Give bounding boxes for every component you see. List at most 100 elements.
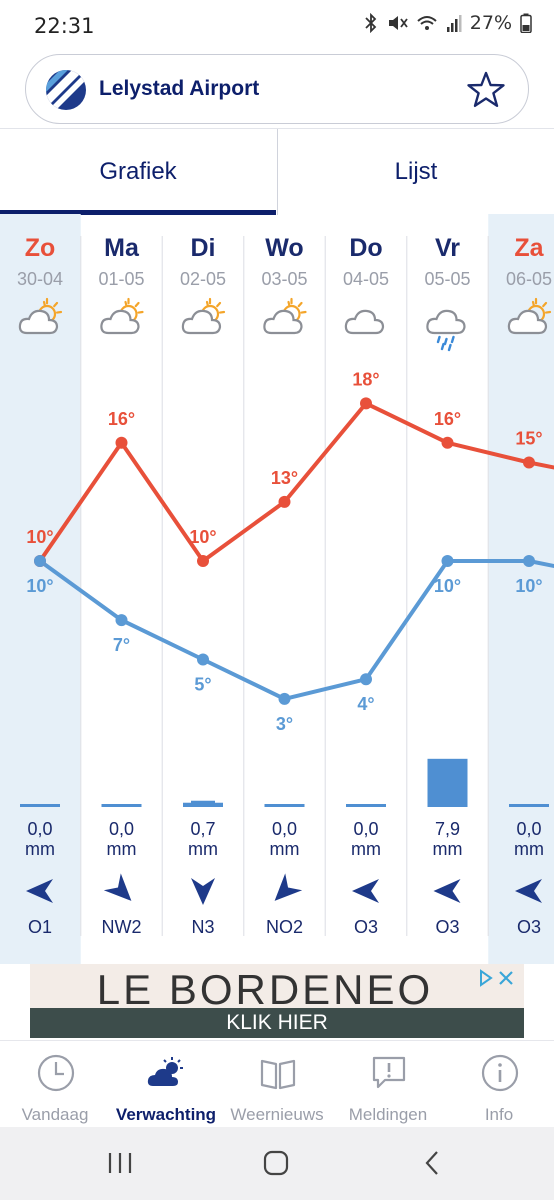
nav-info[interactable]: Info bbox=[444, 1051, 554, 1127]
min-temp-point bbox=[34, 555, 46, 567]
precip-value: 0,0 bbox=[27, 819, 52, 839]
sun-ray bbox=[218, 310, 226, 314]
precip-value: 0,0 bbox=[109, 819, 134, 839]
sun-ray bbox=[300, 310, 307, 314]
day-date: 04-05 bbox=[343, 269, 389, 289]
battery-icon bbox=[520, 13, 532, 33]
min-temp-point bbox=[115, 614, 128, 627]
tab-grafiek-label: Grafiek bbox=[99, 158, 177, 185]
max-temp-point bbox=[278, 495, 291, 508]
bluetooth-icon bbox=[365, 13, 377, 33]
rain-drop bbox=[436, 335, 441, 344]
system-nav-bar bbox=[0, 1127, 554, 1200]
min-temp-line-continuation bbox=[528, 559, 554, 569]
day-column-vr: Vr 05-05 bbox=[424, 234, 471, 352]
day-name: Zo bbox=[25, 234, 56, 262]
nav-weernieuws-label: Weernieuws bbox=[230, 1105, 324, 1124]
home-icon[interactable] bbox=[262, 1149, 290, 1177]
cloud-shape bbox=[100, 309, 140, 335]
back-icon[interactable] bbox=[422, 1149, 442, 1177]
wind-arrow-icon bbox=[274, 873, 303, 901]
precip-value: 7,9 bbox=[435, 819, 460, 839]
min-temp-point bbox=[197, 653, 209, 666]
wind-direction-label: O3 bbox=[354, 917, 378, 937]
min-temp-label: 7° bbox=[113, 635, 130, 655]
day-column-do: Do 04-05 bbox=[343, 234, 389, 335]
max-temp-point bbox=[360, 397, 372, 410]
status-bar: 22:31 27% bbox=[0, 0, 554, 52]
tab-lijst-label: Lijst bbox=[394, 158, 438, 185]
min-temp-label: 10° bbox=[515, 576, 542, 596]
cloud-shape bbox=[507, 309, 548, 335]
nav-meldingen[interactable]: Meldingen bbox=[333, 1051, 443, 1127]
ad-banner[interactable]: LE BORDENEO KLIK HIER bbox=[30, 964, 524, 1038]
clock-icon bbox=[37, 1054, 75, 1092]
rain-drop bbox=[450, 335, 455, 344]
precip-bar bbox=[101, 804, 142, 807]
day-date: 30-04 bbox=[17, 269, 63, 289]
status-time: 22:31 bbox=[34, 14, 95, 38]
weekend-column-bg bbox=[0, 214, 81, 964]
day-name: Di bbox=[191, 234, 216, 262]
tab-lijst[interactable]: Lijst bbox=[277, 129, 554, 215]
rain-drop bbox=[443, 337, 448, 346]
tab-grafiek[interactable]: Grafiek bbox=[0, 129, 276, 215]
cloud-sun-icon bbox=[147, 1057, 183, 1086]
sun-ray bbox=[42, 300, 46, 307]
forecast-svg: Zo 30-04 Ma 01-05 Di 02-05 Wo 03-05 Do 04-05 Vr 05-… bbox=[0, 214, 554, 964]
alert-bubble-icon bbox=[372, 1056, 406, 1089]
status-icons: 27% bbox=[364, 12, 532, 34]
wind-direction-label: NO2 bbox=[266, 917, 303, 937]
nav-verwachting[interactable]: Verwachting bbox=[111, 1051, 221, 1127]
wind-direction-label: O1 bbox=[28, 917, 52, 937]
max-temp-label: 10° bbox=[26, 527, 53, 547]
bottom-nav: Vandaag Verwachting Weernieuws Meldingen… bbox=[0, 1040, 554, 1126]
sun-ray bbox=[544, 310, 552, 314]
precip-bar bbox=[346, 804, 386, 807]
ad-cta-button[interactable]: KLIK HIER bbox=[30, 1008, 524, 1038]
location-bar[interactable]: Lelystad Airport bbox=[25, 54, 529, 124]
location-name: Lelystad Airport bbox=[99, 77, 260, 100]
partly-sunny-icon bbox=[263, 297, 307, 335]
cloud-shape bbox=[344, 309, 385, 335]
precip-unit: mm bbox=[107, 839, 137, 859]
rain-drop bbox=[440, 342, 445, 351]
min-temp-point bbox=[441, 555, 454, 567]
min-temp-point bbox=[360, 673, 372, 686]
signal-icon bbox=[446, 15, 462, 32]
max-temp-label: 16° bbox=[108, 409, 135, 429]
min-temp-label: 10° bbox=[26, 576, 53, 596]
recent-apps-icon[interactable] bbox=[106, 1151, 134, 1175]
max-temp-label: 10° bbox=[189, 527, 216, 547]
wind-arrow-icon bbox=[103, 873, 132, 901]
precip-unit: mm bbox=[270, 839, 300, 859]
battery-percentage: 27% bbox=[469, 12, 512, 34]
wind-direction-label: O3 bbox=[517, 917, 541, 937]
adchoices-icon[interactable] bbox=[478, 967, 520, 989]
day-column-zo: Zo 30-04 bbox=[17, 234, 63, 335]
nav-vandaag[interactable]: Vandaag bbox=[0, 1051, 110, 1127]
cloudy-icon bbox=[344, 309, 385, 335]
nav-weernieuws[interactable]: Weernieuws bbox=[222, 1051, 332, 1127]
nav-vandaag-label: Vandaag bbox=[21, 1105, 89, 1124]
min-temp-point bbox=[523, 555, 535, 567]
wind-arrow-shape bbox=[191, 878, 215, 905]
precip-unit: mm bbox=[25, 839, 55, 859]
precip-value: 0,7 bbox=[190, 819, 215, 839]
precip-bar bbox=[427, 758, 468, 807]
day-date: 03-05 bbox=[261, 269, 307, 289]
wind-arrow-icon bbox=[515, 879, 542, 903]
precip-bar bbox=[183, 802, 223, 807]
weekend-column-bg bbox=[488, 214, 554, 964]
sun-ray bbox=[531, 300, 535, 307]
star-outline-icon[interactable] bbox=[466, 70, 506, 110]
wind-arrow-icon bbox=[191, 878, 215, 905]
cloud-shape bbox=[18, 309, 59, 335]
precip-bar-cap bbox=[191, 800, 215, 805]
max-temp-label: 16° bbox=[434, 409, 461, 429]
wind-arrow-shape bbox=[515, 879, 542, 903]
min-temp-label: 4° bbox=[357, 694, 374, 714]
wind-arrow-shape bbox=[26, 879, 53, 903]
precip-value: 0,0 bbox=[353, 819, 378, 839]
min-temp-point bbox=[278, 692, 291, 705]
